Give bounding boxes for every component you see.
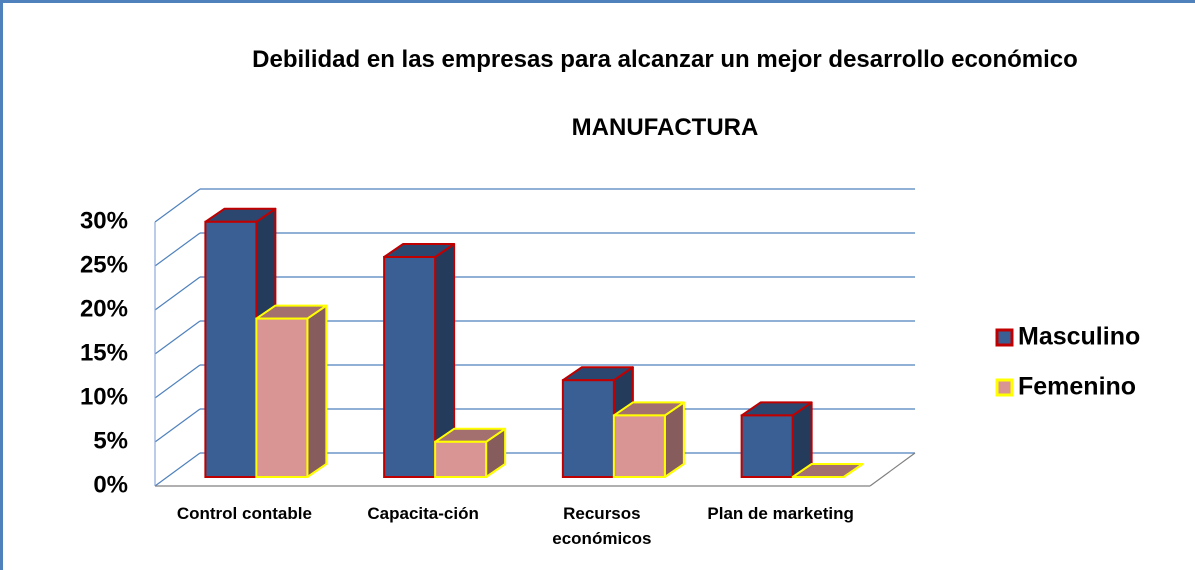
y-tick-label: 20% xyxy=(80,295,128,322)
y-tick-label: 15% xyxy=(80,339,128,366)
bar xyxy=(434,440,488,478)
bar-side xyxy=(306,304,328,478)
x-tick-label: Plan de marketing xyxy=(707,504,854,523)
chart-subtitle: MANUFACTURA xyxy=(571,114,759,141)
grid-line-side xyxy=(154,320,201,355)
x-tick-label: Capacita-ción xyxy=(367,504,479,523)
grid-line-side xyxy=(154,452,201,487)
y-tick-label: 25% xyxy=(80,251,128,278)
bar-top xyxy=(791,463,864,478)
grid-line-side xyxy=(154,364,201,399)
x-tick-label: Control contable xyxy=(176,504,312,523)
y-tick-label: 30% xyxy=(80,207,128,234)
y-tick-label: 5% xyxy=(93,427,128,454)
y-tick-label: 10% xyxy=(80,383,128,410)
bar xyxy=(612,414,666,478)
grid-line-side xyxy=(154,188,201,223)
chart-title: Debilidad en las empresas para alcanzar … xyxy=(252,46,1078,73)
floor-edge xyxy=(869,452,916,487)
legend-swatch xyxy=(995,328,1014,347)
grid-line-side xyxy=(154,408,201,443)
bar xyxy=(255,317,309,478)
legend-label: Masculino xyxy=(1018,323,1140,351)
bar xyxy=(383,256,437,478)
bar xyxy=(740,414,794,478)
bar xyxy=(204,220,258,478)
x-tick-label: Recursos económicos xyxy=(552,504,652,548)
grid-line-side xyxy=(154,276,201,311)
bar xyxy=(561,379,615,479)
legend-swatch xyxy=(995,378,1014,397)
y-tick-label: 0% xyxy=(93,471,128,498)
legend-label: Femenino xyxy=(1018,373,1136,401)
grid-line-side xyxy=(154,232,201,267)
